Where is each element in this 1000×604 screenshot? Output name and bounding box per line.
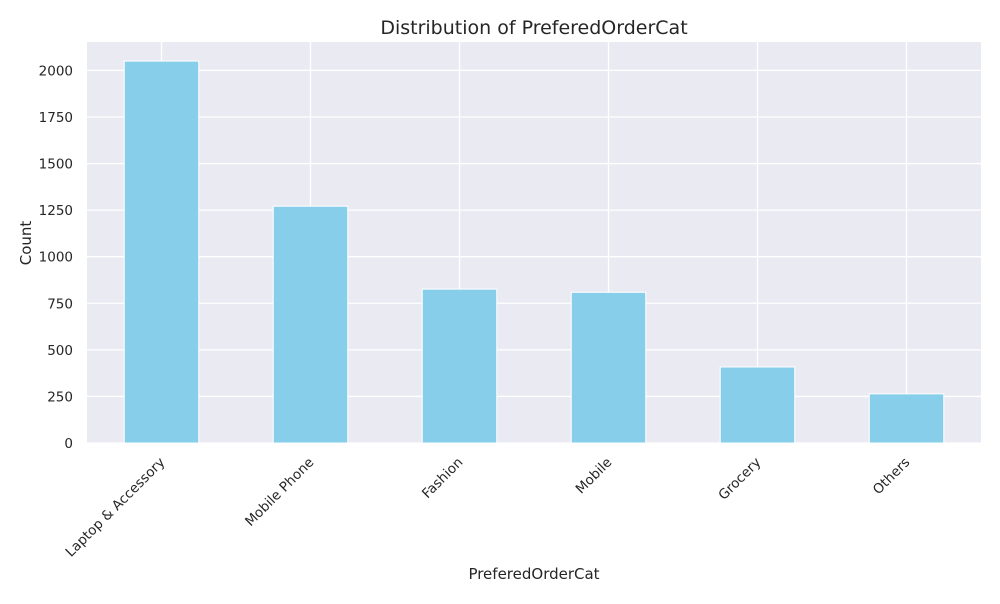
bar-3 [570, 291, 647, 444]
y-tick-label: 1000 [39, 250, 73, 266]
x-tick-labels: Laptop & Accessory Mobile Phone Fashion Mob… [63, 455, 914, 561]
plot-background [87, 42, 981, 443]
bar-1 [272, 205, 349, 444]
x-tick-label: Others [870, 455, 913, 498]
y-tick-label: 1500 [39, 157, 73, 173]
bar-5 [868, 393, 945, 444]
y-tick-label: 1750 [39, 110, 73, 126]
y-tick-label: 2000 [39, 63, 73, 79]
bar-0 [123, 60, 200, 444]
y-axis-label: Count [17, 221, 35, 266]
y-tick-label: 250 [47, 389, 73, 405]
bars [123, 60, 945, 444]
y-tick-label: 1250 [39, 203, 73, 219]
x-tick-label: Mobile Phone [242, 455, 317, 530]
x-tick-label: Mobile [573, 455, 616, 498]
chart-title: Distribution of PreferedOrderCat [380, 17, 687, 39]
y-tick-labels: 0 250 500 750 1000 1250 1500 1750 2000 [39, 63, 73, 452]
x-tick-label: Grocery [715, 455, 764, 504]
x-axis-label: PreferedOrderCat [468, 565, 599, 583]
y-tick-label: 750 [47, 296, 73, 312]
bar-2 [421, 288, 498, 444]
x-tick-label: Fashion [419, 455, 466, 502]
y-tick-label: 500 [47, 343, 73, 359]
x-tick-label: Laptop & Accessory [63, 455, 169, 561]
y-tick-label: 0 [64, 436, 73, 452]
bar-4 [719, 366, 796, 444]
